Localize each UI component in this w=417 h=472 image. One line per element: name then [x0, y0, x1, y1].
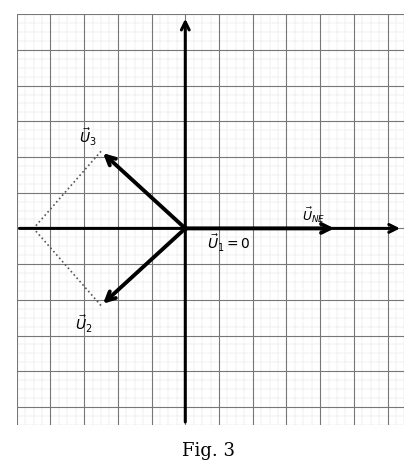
Text: $\vec{U}_{NE}$: $\vec{U}_{NE}$: [302, 205, 325, 225]
Text: $\vec{U}_1=0$: $\vec{U}_1=0$: [207, 233, 251, 254]
Text: $\vec{U}_3$: $\vec{U}_3$: [79, 127, 96, 148]
Text: $\vec{U}_2$: $\vec{U}_2$: [75, 314, 93, 335]
Text: Fig. 3: Fig. 3: [182, 442, 235, 460]
